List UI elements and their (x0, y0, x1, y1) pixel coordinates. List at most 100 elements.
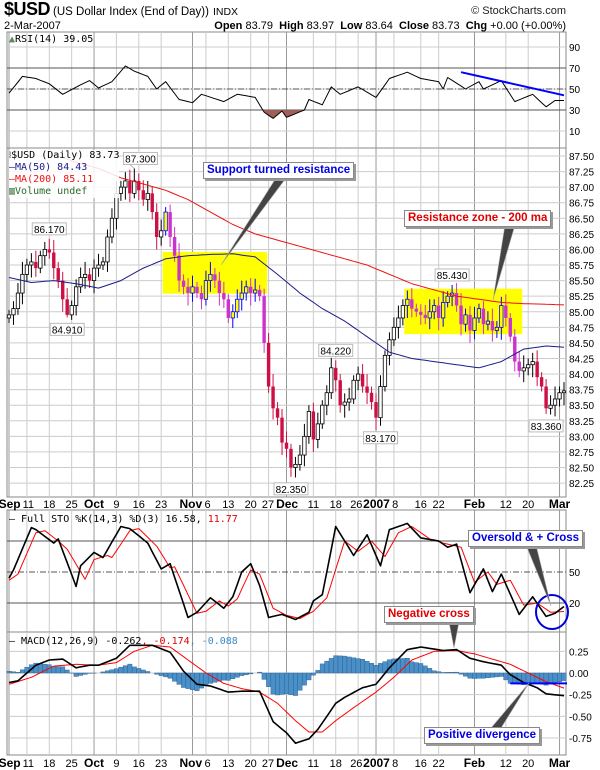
rsi-tick-label: 30 (569, 106, 581, 117)
rsi-legend-text: RSI(14) 39.05 (15, 34, 94, 45)
macd-histogram-bar (221, 672, 227, 681)
x-axis-label: 16 (133, 499, 145, 511)
macd-histogram-bar (127, 663, 133, 674)
candle-body (262, 296, 266, 343)
candle-body (526, 364, 531, 369)
x-axis-label: Nov (180, 497, 203, 511)
high-label: High (279, 20, 304, 32)
macd-histogram-bar (118, 666, 124, 674)
candle-body (334, 367, 338, 381)
candle-body (441, 302, 446, 319)
macd-histogram-bar (324, 660, 330, 674)
candle-body (490, 321, 495, 331)
x-axis-label: 23 (155, 499, 167, 511)
macd-histogram-bar (279, 672, 285, 695)
x-axis-label: 22 (433, 499, 445, 511)
candle-body (91, 267, 97, 282)
exchange: INDX (212, 6, 239, 18)
price-tick-label: 84.75 (569, 323, 594, 334)
price-extreme-label-box (318, 343, 354, 357)
candle-body (190, 286, 195, 294)
macd-histogram-bar (431, 670, 437, 674)
price-tick-label: 83.75 (569, 386, 594, 397)
candle-body (293, 463, 298, 468)
macd-histogram-bar (288, 672, 294, 695)
x-axis-label: Nov (180, 756, 203, 770)
candle-body (34, 261, 38, 269)
macd-histogram-bar (297, 672, 303, 691)
candle-body (222, 293, 226, 300)
macd-histogram-bar (230, 672, 236, 679)
macd-histogram-bar (369, 663, 374, 674)
x-axis-label: Feb (464, 756, 485, 770)
macd-histogram-bar (64, 669, 70, 674)
macd-histogram-bar (270, 672, 276, 695)
price-extreme-label: 85.430 (437, 271, 468, 282)
macd-histogram-bar (261, 672, 267, 680)
annotation-support-turned-resistance: Support turned resistance (203, 162, 355, 179)
candle-body (82, 273, 88, 278)
candle-body (137, 180, 141, 191)
rsi-line (8, 65, 564, 119)
macd-histogram-bar (275, 672, 280, 696)
candle-body (365, 386, 369, 393)
macd-histogram-bar (114, 668, 119, 674)
candle-body (128, 180, 132, 194)
price-tick-label: 84.25 (569, 354, 594, 365)
candle-body (472, 317, 477, 331)
macd-histogram-bar (427, 668, 433, 674)
candle-body (213, 274, 217, 281)
candle-body (159, 230, 164, 238)
sto-tick-label: 50 (569, 568, 581, 579)
candle-body (172, 236, 177, 256)
candle-body (432, 305, 437, 313)
sto-d-value: 11.77 (207, 514, 238, 525)
ma50-line (8, 253, 565, 369)
x-axis-label: 11 (23, 758, 34, 770)
x-axis-label: 18 (43, 758, 55, 770)
x-axis-label: 20 (522, 758, 534, 770)
sto-legend-icon: — (9, 514, 22, 525)
candle-body (535, 361, 539, 378)
macd-histogram-bar (55, 666, 61, 674)
candle-body (508, 317, 512, 337)
macd-histogram-bar (78, 672, 84, 676)
x-axis-label: 2007 (363, 756, 390, 770)
macd-legend: — MACD(12,26,9) -0.262, -0.174, -0.088 (9, 636, 238, 648)
price-tick-label: 84.00 (569, 370, 594, 381)
macd-histogram-bar (136, 668, 142, 674)
candle-body (275, 408, 280, 418)
macd-histogram-bar (364, 661, 370, 674)
candle-body (485, 320, 491, 325)
candle-body (266, 342, 271, 387)
macd-histogram-bar (284, 672, 289, 695)
candle-body (297, 454, 303, 465)
macd-histogram-bar (11, 671, 16, 674)
candle-body (557, 392, 562, 400)
candle-body (6, 314, 12, 319)
candle-body (494, 326, 499, 331)
candle-body (400, 305, 405, 319)
symbol-name: (US Dollar Index (End of Day)) (53, 6, 209, 18)
candle-body (65, 299, 69, 315)
candle-body (369, 392, 374, 403)
x-axis-label: 26 (350, 499, 362, 511)
copyright: © StockCharts.com (471, 5, 566, 17)
x-axis-label: 18 (43, 499, 55, 511)
candle-body (561, 390, 567, 394)
macd-histogram-bar (310, 672, 316, 676)
ma50-legend-icon: — (9, 162, 16, 173)
macd-tick-label: 0.00 (569, 669, 589, 680)
candle-body (52, 252, 56, 269)
rsi-tick-label: 90 (569, 43, 581, 54)
macd-histogram-bar (257, 671, 263, 674)
price-tick-label: 85.75 (569, 261, 594, 272)
rsi-legend-icon: ▲ (9, 34, 16, 45)
price-extreme-label-box (31, 222, 67, 236)
candle-body (244, 286, 249, 294)
macd-histogram-bar (360, 659, 365, 674)
price-tick-label: 87.00 (569, 183, 594, 194)
rsi-tick-label: 10 (569, 127, 581, 138)
candle-body (11, 308, 16, 316)
macd-histogram-bar (158, 672, 164, 676)
